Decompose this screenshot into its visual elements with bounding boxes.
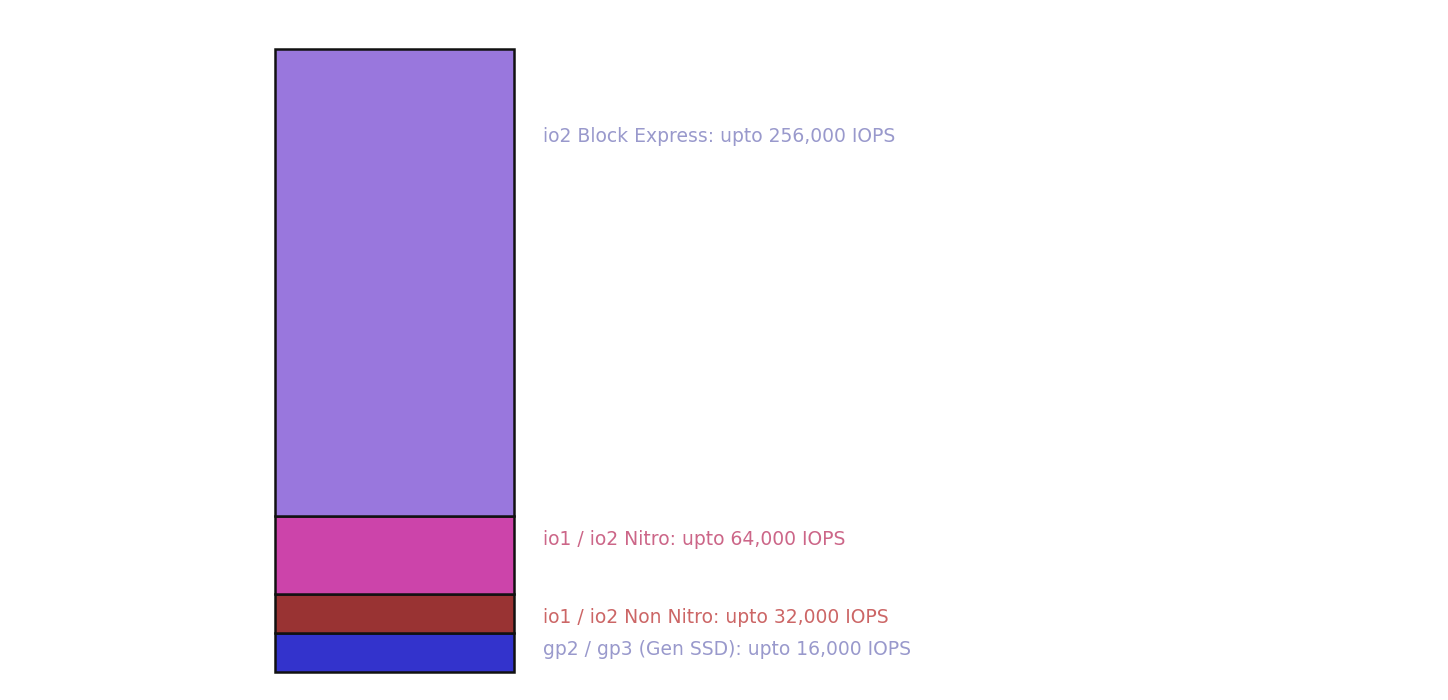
Text: io1 / io2 Nitro: upto 64,000 IOPS: io1 / io2 Nitro: upto 64,000 IOPS [543,531,846,550]
Text: gp2 / gp3 (Gen SSD): upto 16,000 IOPS: gp2 / gp3 (Gen SSD): upto 16,000 IOPS [543,640,911,659]
Text: io1 / io2 Non Nitro: upto 32,000 IOPS: io1 / io2 Non Nitro: upto 32,000 IOPS [543,608,889,627]
FancyBboxPatch shape [275,594,514,633]
FancyBboxPatch shape [275,517,514,594]
FancyBboxPatch shape [275,633,514,672]
Text: io2 Block Express: upto 256,000 IOPS: io2 Block Express: upto 256,000 IOPS [543,127,895,146]
FancyBboxPatch shape [275,49,514,517]
